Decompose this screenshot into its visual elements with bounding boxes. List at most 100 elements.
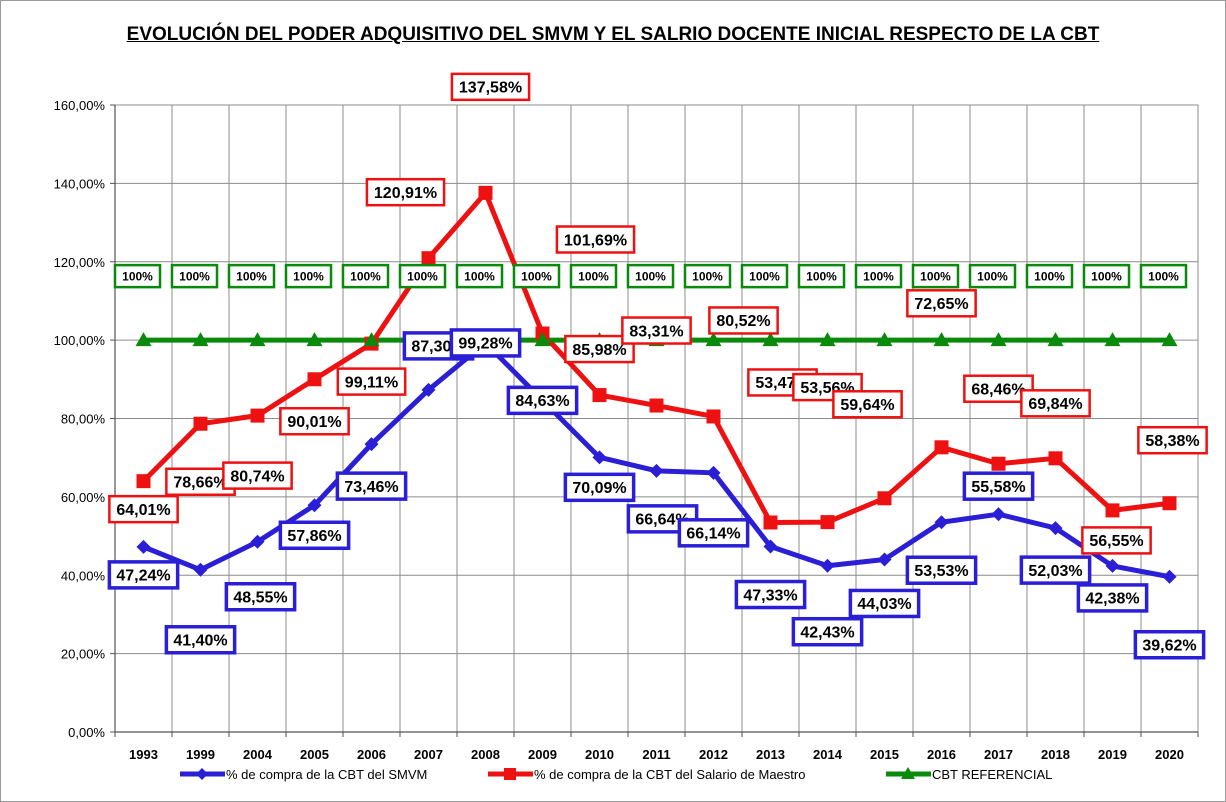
legend-label: CBT REFERENCIAL — [932, 767, 1052, 782]
data-label-smvm: 52,03% — [1019, 555, 1092, 585]
data-label-box — [563, 472, 636, 503]
axes: 0,00% 20,00% 40,00% 60,00% 80,00% 100,00% 120,… — [54, 98, 1199, 762]
y-tick-label: 100,00% — [54, 333, 106, 348]
y-tick-label: 60,00% — [61, 490, 106, 505]
data-label-cbt-referencial: 100% — [854, 263, 903, 289]
x-tick-label: 2011 — [642, 747, 670, 762]
x-tick-label: 1999 — [186, 747, 215, 762]
point-smvm — [1048, 521, 1063, 536]
data-label-cbt-referencial: 100% — [797, 263, 846, 289]
data-label-smvm: 41,40% — [164, 625, 237, 655]
y-tick-label: 80,00% — [61, 412, 106, 427]
data-label-maestro: 59,64% — [832, 390, 903, 419]
data-label-cbt-referencial: 100% — [740, 263, 789, 289]
data-label-text: 100% — [749, 269, 780, 283]
point-smvm — [934, 515, 949, 530]
data-label-text: 64,01% — [116, 502, 170, 519]
data-label-text: 100% — [692, 269, 723, 283]
point-cbt-referencial — [1161, 332, 1178, 347]
data-label-box — [170, 263, 219, 289]
x-tick-label: 1993 — [129, 747, 158, 762]
point-cbt-referencial — [876, 332, 893, 347]
x-tick-label: 2008 — [471, 747, 500, 762]
data-label-box — [335, 471, 408, 501]
y-tick-label: 140,00% — [54, 176, 106, 191]
point-maestro — [193, 416, 208, 431]
data-label-text: 84,63% — [515, 393, 569, 410]
x-tick-label: 2010 — [585, 747, 614, 762]
data-label-maestro: 85,98% — [564, 334, 635, 364]
point-smvm — [820, 558, 835, 573]
point-smvm — [421, 382, 436, 397]
x-tick-label: 2013 — [756, 747, 785, 762]
data-label-smvm: 66,14% — [677, 518, 750, 548]
data-label-text: 120,91% — [374, 185, 437, 202]
data-label-text: 73,46% — [344, 479, 398, 496]
x-tick-label: 2020 — [1155, 747, 1184, 762]
data-label-box — [792, 372, 863, 402]
x-tick-label: 2006 — [357, 747, 386, 762]
legend-item-cbt-referencial: CBT REFERENCIAL — [886, 767, 1052, 782]
y-tick-label: 20,00% — [61, 647, 106, 662]
data-label-text: 59,64% — [840, 397, 894, 414]
data-label-cbt-referencial: 100% — [512, 263, 561, 289]
data-label-text: 100% — [977, 269, 1008, 283]
data-label-text: 52,03% — [1028, 563, 1082, 580]
data-label-text: 58,38% — [1145, 433, 1199, 450]
data-label-text: 99,11% — [345, 374, 398, 391]
data-label-text: 83,31% — [629, 323, 683, 340]
data-label-cbt-referencial: 100% — [113, 263, 162, 289]
data-label-smvm: 70,09% — [563, 472, 636, 503]
data-label-cbt-referencial: 100% — [911, 263, 960, 289]
legend-label: % de compra de la CBT del Salario de Mae… — [534, 767, 805, 782]
data-label-box — [284, 263, 333, 289]
data-label-box — [848, 588, 921, 619]
series-markers — [135, 185, 1178, 584]
point-maestro — [421, 251, 436, 266]
data-label-smvm: 84,63% — [506, 385, 579, 416]
data-label-maestro: 56,55% — [1081, 526, 1152, 555]
data-label-text: 80,52% — [716, 313, 770, 330]
chart-title: EVOLUCIÓN DEL PODER ADQUISITIVO DEL SMVM… — [126, 24, 1100, 45]
x-tick-label: 2015 — [870, 747, 899, 762]
data-label-text: 100% — [122, 269, 153, 283]
point-maestro — [706, 409, 721, 424]
data-label-cbt-referencial: 100% — [1139, 263, 1188, 289]
data-label-cbt-referencial: 100% — [227, 263, 276, 289]
data-label-box — [1133, 629, 1206, 660]
data-label-smvm: 42,38% — [1076, 583, 1149, 613]
point-cbt-referencial — [819, 332, 836, 347]
data-label-maestro: 72,65% — [906, 289, 977, 318]
data-label-box — [832, 390, 903, 419]
data-label-text: 70,09% — [572, 480, 626, 497]
data-label-box — [449, 328, 522, 358]
y-tick-label: 0,00% — [68, 725, 105, 740]
data-label-cbt-referencial: 100% — [341, 263, 390, 289]
data-label-box — [962, 471, 1035, 501]
data-label-smvm: 47,33% — [734, 579, 807, 610]
point-maestro — [1162, 496, 1177, 511]
data-label-box — [854, 263, 903, 289]
point-smvm — [307, 498, 322, 513]
data-label-cbt-referencial: 100% — [968, 263, 1017, 289]
data-label-text: 57,86% — [287, 528, 341, 545]
data-label-cbt-referencial: 100% — [455, 263, 504, 289]
point-smvm — [991, 507, 1006, 522]
data-label-text: 100% — [464, 269, 495, 283]
data-label-text: 100% — [293, 269, 324, 283]
data-label-maestro: 53,56% — [792, 372, 863, 402]
point-cbt-referencial — [1104, 332, 1121, 347]
data-label-text: 55,58% — [971, 479, 1025, 496]
data-label-text: 100% — [806, 269, 837, 283]
x-tick-label: 2007 — [414, 747, 443, 762]
data-label-maestro: 64,01% — [108, 494, 179, 524]
data-label-box — [569, 263, 618, 289]
data-label-box — [108, 494, 179, 524]
data-label-text: 100% — [236, 269, 267, 283]
point-smvm — [1162, 569, 1177, 584]
data-label-text: 48,55% — [233, 590, 287, 607]
point-maestro — [1105, 503, 1120, 518]
point-cbt-referencial — [990, 332, 1007, 347]
data-label-smvm: 53,53% — [905, 555, 978, 585]
data-label-text: 66,64% — [635, 512, 689, 529]
